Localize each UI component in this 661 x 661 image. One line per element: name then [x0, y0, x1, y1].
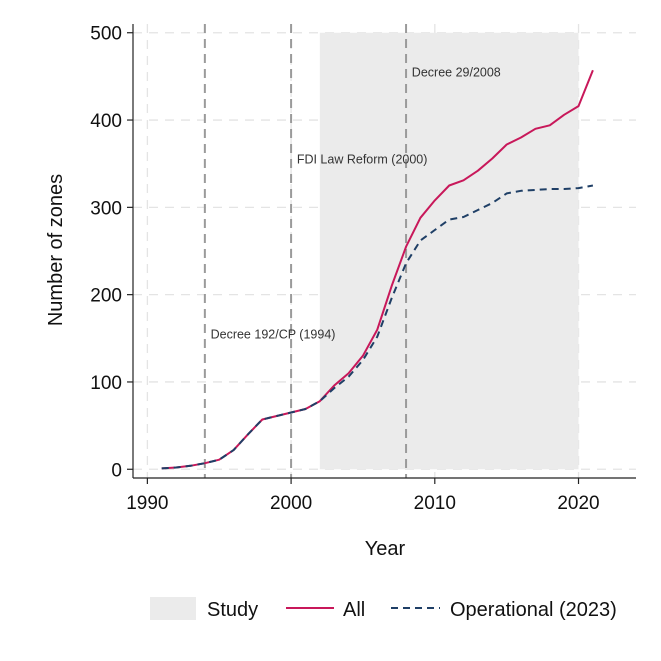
event-label: FDI Law Reform (2000)	[297, 153, 428, 167]
x-axis-title: Year	[365, 538, 406, 560]
x-tick-label: 2000	[270, 493, 312, 514]
legend-study-label: Study	[207, 599, 258, 621]
y-tick-label: 500	[90, 24, 122, 45]
series-lines	[161, 69, 594, 470]
event-annotations: Decree 192/CP (1994) FDI Law Reform (2000…	[211, 65, 501, 341]
y-tick-label: 400	[90, 111, 122, 132]
event-lines	[203, 24, 408, 478]
study-shaded-area	[319, 32, 579, 470]
event-label: Decree 29/2008	[412, 65, 501, 79]
legend-operational-label: Operational (2023)	[450, 599, 617, 621]
legend-study-swatch	[150, 597, 196, 620]
legend: Study All Operational (2023)	[150, 597, 617, 621]
y-tick-label: 200	[90, 286, 122, 307]
x-tick-label: 2010	[414, 493, 456, 514]
legend-all-label: All	[343, 599, 365, 621]
series-line-operational	[161, 184, 594, 470]
study-region	[319, 32, 579, 470]
y-tick-label: 0	[111, 460, 122, 481]
x-tick-label: 1990	[126, 493, 168, 514]
y-tick-label: 100	[90, 373, 122, 394]
y-axis-title: Number of zones	[45, 174, 67, 326]
axes: 0 100 200 300 400 500 1990 2000 2010 2020	[90, 24, 636, 514]
y-tick-label: 300	[90, 198, 122, 219]
event-label: Decree 192/CP (1994)	[211, 327, 336, 341]
x-tick-label: 2020	[557, 493, 599, 514]
